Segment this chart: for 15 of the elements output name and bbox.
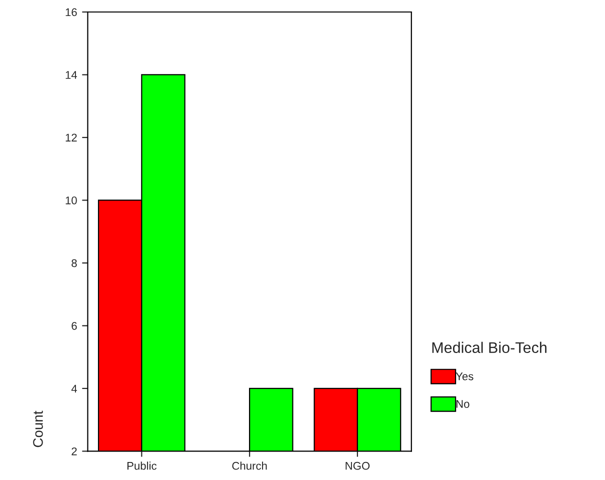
x-tick-label: Public: [127, 462, 157, 470]
y-tick-label: 10: [66, 196, 77, 204]
y-tick-label: 2: [72, 447, 77, 456]
legend-label: No: [456, 400, 470, 408]
y-axis-title: Count: [33, 410, 43, 448]
legend-label: Yes: [456, 372, 474, 380]
y-tick-label: 6: [72, 322, 77, 330]
x-tick-label: NGO: [346, 462, 370, 470]
y-tick-label: 12: [66, 134, 77, 142]
y-tick-label: 14: [66, 71, 77, 79]
y-tick-label: 16: [66, 8, 77, 16]
legend-title: Medical Bio-Tech: [432, 342, 546, 354]
x-tick-label: Church: [232, 462, 267, 470]
y-tick-label: 4: [71, 384, 77, 392]
y-tick-label: 8: [72, 259, 77, 268]
